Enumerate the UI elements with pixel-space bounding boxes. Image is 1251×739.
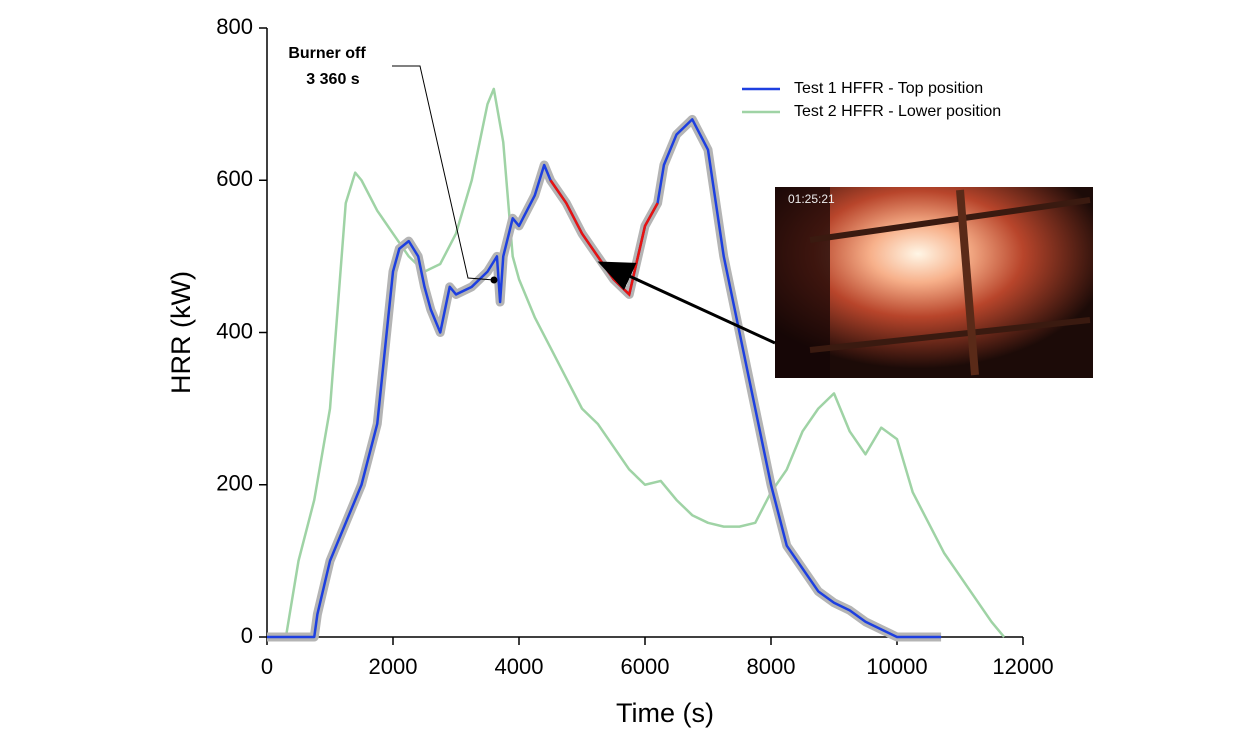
y-tick-label: 400 <box>216 318 253 343</box>
legend-label: Test 2 HFFR - Lower position <box>794 103 1001 120</box>
series-line <box>284 87 1006 638</box>
legend-label: Test 1 HFFR - Top position <box>794 80 983 97</box>
y-tick-label: 800 <box>216 14 253 39</box>
x-axis-label: Time (s) <box>616 698 714 728</box>
marker-dot <box>490 276 498 284</box>
series-line <box>267 118 942 639</box>
annotation: Burner off <box>288 45 366 62</box>
inset-photo: 01:25:21 <box>775 187 1093 378</box>
y-tick-label: 200 <box>216 471 253 496</box>
arrow <box>597 261 776 345</box>
y-tick-label: 600 <box>216 166 253 191</box>
x-tick-label: 8000 <box>747 654 796 679</box>
y-axis-label: HRR (kW) <box>166 271 196 394</box>
leader-line <box>392 65 495 281</box>
x-tick-label: 10000 <box>866 654 927 679</box>
x-tick-label: 6000 <box>621 654 670 679</box>
x-tick-label: 12000 <box>992 654 1053 679</box>
x-tick-label: 2000 <box>369 654 418 679</box>
inset-timestamp: 01:25:21 <box>788 192 835 206</box>
annotation: 3 360 s <box>306 71 359 88</box>
x-tick-label: 0 <box>261 654 273 679</box>
x-tick-label: 4000 <box>495 654 544 679</box>
y-tick-label: 0 <box>241 623 253 648</box>
